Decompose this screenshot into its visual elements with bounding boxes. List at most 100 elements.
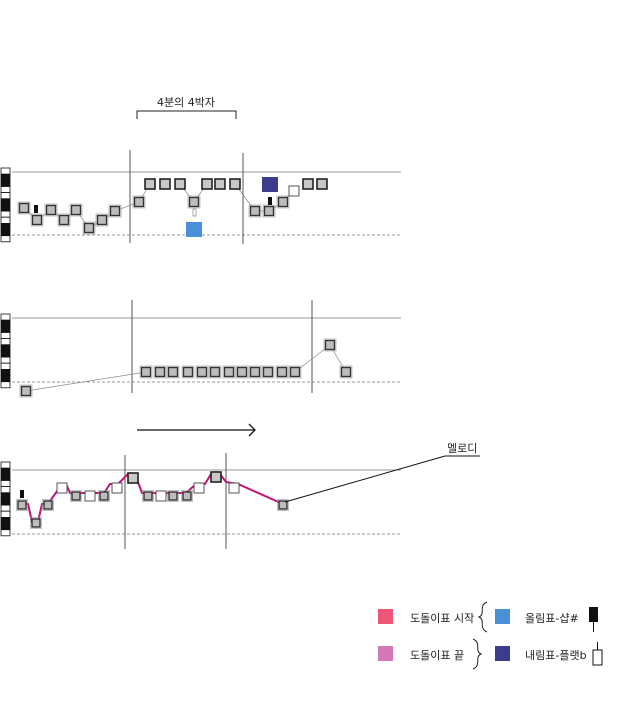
ruler-block [0, 229, 11, 237]
note-halo [16, 499, 28, 511]
note [44, 203, 58, 217]
long-note [316, 178, 328, 190]
note-halo [208, 365, 222, 379]
long-note [210, 471, 222, 483]
rest-note [288, 185, 300, 197]
flat-block [262, 177, 278, 192]
note-head [45, 204, 57, 216]
long-note [201, 178, 213, 190]
ruler-block [0, 210, 11, 218]
note-head [236, 366, 248, 378]
note-halo [181, 490, 193, 502]
note-halo [132, 195, 146, 209]
note [70, 490, 82, 502]
note-head [154, 366, 166, 378]
note-head [223, 366, 235, 378]
legend-symbols [472, 601, 603, 670]
legend-label-repeat-start: 도돌이표 시작 [410, 612, 475, 625]
melody-callout: 멜로디 [284, 442, 480, 503]
note-head [249, 366, 261, 378]
note-head [58, 214, 70, 226]
note-head [133, 196, 145, 208]
ruler-block [0, 204, 11, 212]
note [57, 213, 71, 227]
legend-label-flat: 내림표-플랫b [525, 649, 587, 662]
ruler-block [0, 222, 11, 230]
note-halo [42, 499, 54, 511]
long-note [174, 178, 186, 190]
note-halo [30, 517, 42, 529]
note [95, 213, 109, 227]
note-halo [139, 365, 153, 379]
note [276, 195, 290, 209]
ruler-block [0, 381, 11, 389]
note-head [262, 366, 274, 378]
note [323, 338, 337, 352]
note-halo [153, 365, 167, 379]
note-head [340, 366, 352, 378]
note-head [188, 196, 200, 208]
ruler-block [0, 198, 11, 206]
ruler-block [0, 529, 11, 537]
note-head [71, 491, 81, 501]
note-halo [30, 213, 44, 227]
long-note [214, 178, 226, 190]
note [339, 365, 353, 379]
note-halo [235, 365, 249, 379]
note-head [276, 366, 288, 378]
ruler-block [0, 338, 11, 346]
ruler-block [0, 313, 11, 321]
note [30, 517, 42, 529]
note-halo [288, 365, 302, 379]
note-halo [222, 365, 236, 379]
rest-note [84, 490, 96, 502]
ruler-block [0, 461, 11, 469]
legend-swatch-repeat-start [378, 609, 393, 624]
note-head [31, 518, 41, 528]
ruler-block [0, 216, 11, 224]
note [42, 499, 54, 511]
ruler-block [0, 167, 11, 175]
note-head [168, 491, 178, 501]
note [187, 195, 201, 209]
note [181, 490, 193, 502]
sharp-mark [34, 205, 38, 213]
note [195, 365, 209, 379]
note-head [289, 366, 301, 378]
note-head [140, 366, 152, 378]
legend-swatch-sharp [495, 609, 510, 624]
note [248, 204, 262, 218]
sharp-block [186, 222, 202, 237]
note-halo [167, 490, 179, 502]
note-halo [142, 490, 154, 502]
long-note [302, 178, 314, 190]
note [132, 195, 146, 209]
note [153, 365, 167, 379]
note-head [182, 366, 194, 378]
note [288, 365, 302, 379]
note-halo [69, 203, 83, 217]
ruler-block [0, 510, 11, 518]
ruler-block [0, 498, 11, 506]
ruler-block [0, 325, 11, 333]
ruler-block [0, 362, 11, 370]
long-note [127, 472, 139, 484]
note-halo [17, 201, 31, 215]
ruler-block [0, 523, 11, 531]
note-head [20, 385, 32, 397]
note-halo [276, 195, 290, 209]
legend-swatch-repeat-end [378, 646, 393, 661]
long-note [159, 178, 171, 190]
note-head [99, 491, 109, 501]
note-halo [339, 365, 353, 379]
rest-note [111, 482, 123, 494]
note-head [31, 214, 43, 226]
note [261, 365, 275, 379]
note-halo [166, 365, 180, 379]
ruler-block [0, 179, 11, 187]
ruler-block [0, 344, 11, 352]
note [98, 490, 110, 502]
note-head [263, 205, 275, 217]
note [181, 365, 195, 379]
